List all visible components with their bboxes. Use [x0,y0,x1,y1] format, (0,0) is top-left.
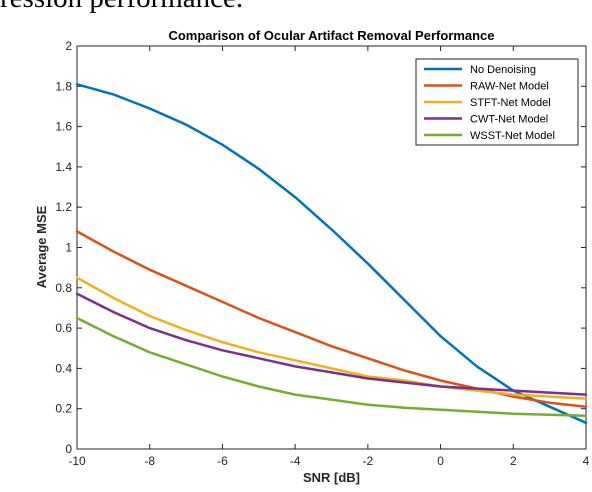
x-tick-label: -10 [68,454,86,468]
y-tick-label: 0 [65,442,72,456]
axis-ticks: -10 -8 -6 -4 -2 0 2 4 0 0.2 0.4 0.6 0.8 1 1.2 1.4 1.6 1.8… [55,39,589,468]
y-tick-label: 0.2 [55,402,72,416]
y-tick-label: 0.8 [55,281,72,295]
series-line-0 [75,83,588,425]
y-tick-label: 1.8 [55,79,72,93]
y-tick-label: 0.6 [55,321,72,335]
legend-label-2: STFT-Net Model [470,97,551,109]
legend-label-4: WSST-Net Model [470,130,555,142]
x-tick-label: -8 [144,454,155,468]
x-tick-label: 0 [437,454,444,468]
chart-title: Comparison of Ocular Artifact Removal Pe… [168,28,494,43]
y-tick-label: 1.2 [55,200,72,214]
caption-fragment: ression performance. [0,0,243,13]
series-line-4 [75,316,588,418]
legend-label-0: No Denoising [470,64,536,76]
y-tick-label: 1.4 [55,160,72,174]
series-line-3 [75,292,588,396]
y-tick-label: 1 [65,241,72,255]
series-lines [75,83,588,425]
series-line-2 [75,276,588,400]
y-tick-label: 1.6 [55,120,72,134]
legend-label-1: RAW-Net Model [470,81,549,93]
x-tick-label: -4 [290,454,301,468]
y-tick-label: 0.4 [55,361,72,375]
x-tick-label: 4 [583,454,590,468]
x-tick-label: 2 [510,454,517,468]
y-tick-label: 2 [65,39,72,53]
x-tick-label: -2 [363,454,374,468]
y-axis-title: Average MSE [34,205,49,288]
legend-label-3: CWT-Net Model [470,114,548,126]
legend: No Denoising RAW-Net Model STFT-Net Model C… [415,58,579,146]
x-axis-title: SNR [dB] [303,470,360,485]
x-tick-label: -6 [217,454,228,468]
